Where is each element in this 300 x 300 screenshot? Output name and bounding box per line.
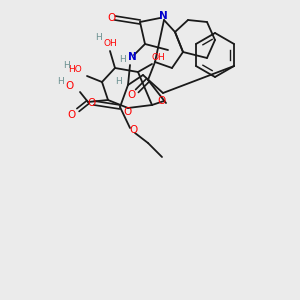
- Text: OH: OH: [103, 38, 117, 47]
- Text: HO: HO: [68, 64, 82, 74]
- Text: O: O: [68, 110, 76, 120]
- Text: O: O: [129, 125, 137, 135]
- Text: H: H: [57, 77, 63, 86]
- Text: H: H: [115, 76, 122, 85]
- Text: O: O: [107, 13, 115, 23]
- Text: H: H: [63, 61, 69, 70]
- Text: O: O: [158, 96, 166, 106]
- Text: H: H: [94, 34, 101, 43]
- Text: O: O: [124, 107, 132, 117]
- Text: O: O: [87, 98, 95, 108]
- Text: H: H: [118, 55, 125, 64]
- Text: N: N: [159, 11, 167, 21]
- Text: OH: OH: [151, 53, 165, 62]
- Text: O: O: [66, 81, 74, 91]
- Text: N: N: [128, 52, 136, 62]
- Text: O: O: [128, 90, 136, 100]
